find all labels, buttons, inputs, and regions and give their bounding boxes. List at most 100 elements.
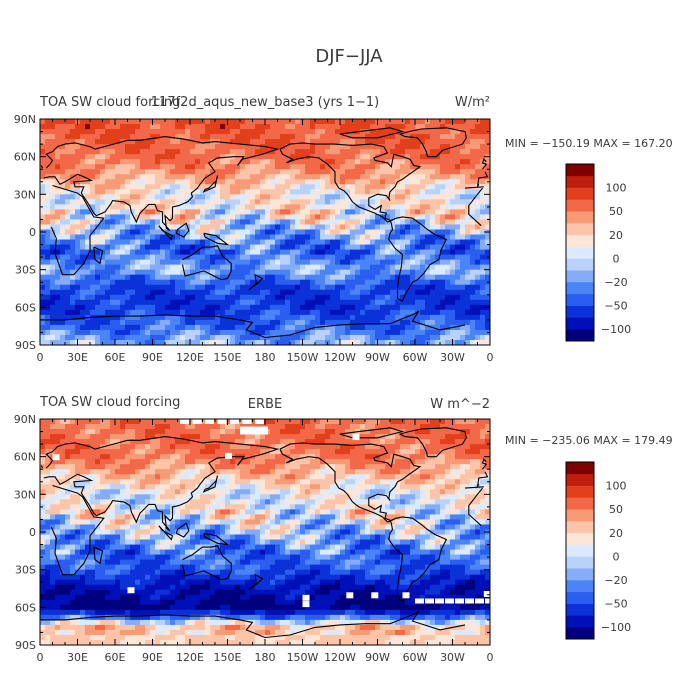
field-cell bbox=[405, 264, 411, 271]
field-cell bbox=[350, 289, 356, 296]
field-cell bbox=[340, 439, 346, 445]
field-cell bbox=[420, 299, 426, 306]
field-cell bbox=[435, 129, 441, 135]
field-cell bbox=[345, 229, 351, 236]
field-cell bbox=[180, 204, 186, 210]
field-cell bbox=[415, 139, 421, 145]
field-cell bbox=[315, 289, 321, 296]
field-cell bbox=[40, 309, 46, 316]
field-cell bbox=[180, 244, 186, 251]
field-cell bbox=[465, 209, 471, 216]
field-cell bbox=[150, 324, 156, 331]
field-cell bbox=[470, 319, 476, 326]
field-cell bbox=[265, 249, 271, 256]
field-cell bbox=[310, 294, 316, 301]
field-cell bbox=[65, 279, 71, 286]
field-cell bbox=[80, 294, 86, 301]
field-cell bbox=[310, 194, 316, 200]
field-cell bbox=[370, 219, 376, 226]
field-cell bbox=[485, 274, 490, 281]
field-cell bbox=[300, 434, 306, 440]
field-cell bbox=[60, 429, 66, 435]
field-cell bbox=[445, 179, 451, 185]
field-cell bbox=[445, 244, 451, 251]
field-cell bbox=[70, 419, 76, 425]
field-cell bbox=[285, 184, 291, 190]
field-cell bbox=[135, 134, 141, 140]
field-cell bbox=[155, 454, 161, 460]
field-cell bbox=[470, 324, 476, 331]
field-cell bbox=[65, 459, 71, 465]
field-cell bbox=[255, 324, 261, 331]
field-cell bbox=[470, 454, 476, 460]
field-cell bbox=[420, 279, 426, 286]
field-cell bbox=[60, 169, 66, 175]
field-cell bbox=[255, 449, 261, 455]
field-cell bbox=[90, 249, 96, 256]
field-cell bbox=[305, 274, 311, 281]
colorbar-swatch bbox=[566, 234, 594, 247]
field-cell bbox=[160, 279, 166, 286]
field-cell bbox=[110, 184, 116, 190]
field-cell bbox=[365, 229, 371, 236]
field-cell bbox=[310, 334, 316, 341]
field-cell bbox=[360, 444, 366, 450]
field-cell bbox=[465, 454, 471, 460]
field-cell bbox=[420, 219, 426, 226]
field-cell bbox=[40, 189, 46, 195]
field-cell bbox=[295, 269, 301, 276]
field-cell bbox=[380, 319, 386, 326]
field-cell bbox=[75, 134, 81, 140]
field-cell bbox=[260, 199, 266, 205]
field-cell bbox=[275, 204, 281, 210]
field-cell bbox=[95, 249, 101, 256]
field-cell bbox=[470, 139, 476, 145]
field-cell bbox=[385, 204, 391, 210]
field-cell bbox=[70, 454, 76, 460]
field-cell bbox=[485, 224, 490, 231]
field-cell bbox=[295, 449, 301, 455]
field-cell bbox=[270, 164, 276, 170]
field-cell bbox=[440, 284, 446, 291]
field-cell bbox=[205, 289, 211, 296]
field-cell bbox=[50, 294, 56, 301]
field-cell bbox=[75, 329, 81, 336]
field-cell bbox=[195, 444, 201, 450]
field-cell bbox=[285, 219, 291, 226]
field-cell bbox=[425, 164, 431, 170]
field-cell bbox=[365, 154, 371, 160]
field-cell bbox=[205, 324, 211, 331]
field-cell bbox=[435, 144, 441, 150]
field-cell bbox=[185, 324, 191, 331]
field-cell bbox=[210, 119, 216, 125]
field-cell bbox=[60, 334, 66, 341]
field-cell bbox=[270, 169, 276, 175]
field-cell bbox=[395, 199, 401, 205]
field-cell bbox=[45, 134, 51, 140]
field-cell bbox=[460, 179, 466, 185]
field-cell bbox=[100, 304, 106, 311]
field-cell bbox=[405, 334, 411, 341]
field-cell bbox=[100, 224, 106, 231]
field-cell bbox=[80, 329, 86, 336]
field-cell bbox=[225, 294, 231, 301]
field-cell bbox=[315, 234, 321, 241]
field-cell bbox=[260, 269, 266, 276]
field-cell bbox=[100, 169, 106, 175]
field-cell bbox=[135, 139, 141, 145]
field-cell bbox=[440, 264, 446, 271]
field-cell bbox=[265, 434, 271, 440]
field-cell bbox=[355, 119, 361, 125]
field-cell bbox=[50, 209, 56, 216]
field-cell bbox=[70, 289, 76, 296]
field-cell bbox=[360, 284, 366, 291]
field-cell bbox=[65, 274, 71, 281]
field-cell bbox=[170, 424, 176, 430]
field-cell bbox=[195, 244, 201, 251]
field-cell bbox=[95, 234, 101, 241]
field-cell bbox=[225, 209, 231, 216]
field-cell bbox=[295, 239, 301, 246]
field-cell bbox=[380, 314, 386, 321]
field-cell bbox=[115, 334, 121, 341]
field-cell bbox=[280, 299, 286, 306]
